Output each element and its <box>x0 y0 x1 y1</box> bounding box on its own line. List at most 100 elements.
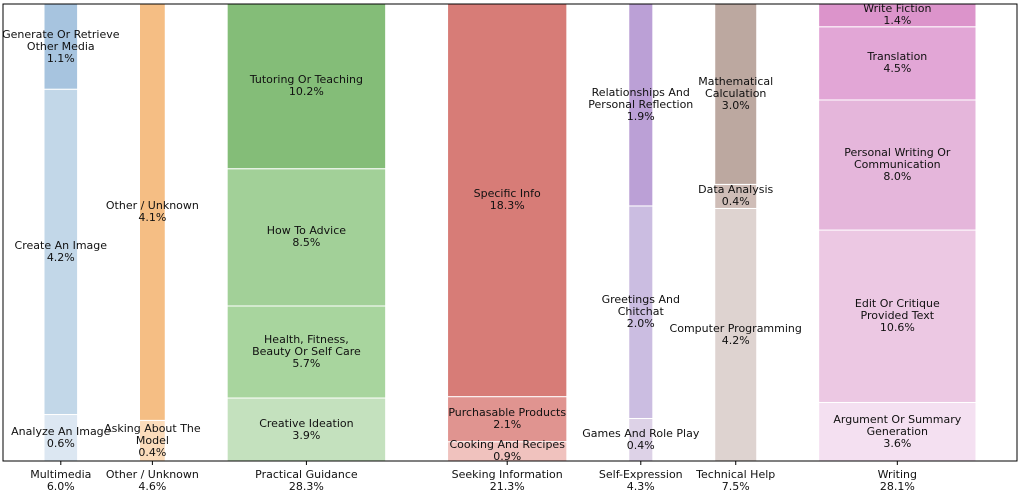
segment-label: Argument Or Summary Generation 3.6% <box>833 412 962 450</box>
segment-label-line: Data Analysis <box>698 183 774 197</box>
segment-label-line: Create An Image <box>14 238 108 252</box>
x-tick-label-line: Technical Help <box>696 468 776 481</box>
x-tick-label: Multimedia 6.0% <box>30 469 91 493</box>
segment-label-line: Other / Unknown <box>105 199 199 213</box>
segment-label-line: Purchasable Products <box>448 406 567 420</box>
x-tick-label: Seeking Information 21.3% <box>452 469 563 493</box>
segment-label-line: Analyze An Image <box>11 424 111 438</box>
x-tick-label-line: 21.3% <box>489 480 525 493</box>
segment-label: Computer Programming 4.2% <box>669 321 802 347</box>
segment-label: Other / Unknown 4.1% <box>106 200 199 224</box>
segment-label-line: Greetings And Chitchat <box>601 293 680 319</box>
segment <box>43 88 79 416</box>
segment <box>628 3 654 207</box>
segment-label: Cooking And Recipes 0.9% <box>449 439 565 463</box>
segment-label: Analyze An Image 0.6% <box>11 424 111 450</box>
segment-label: How To Advice 8.5% <box>267 225 346 249</box>
segment <box>139 3 166 421</box>
x-tick-label: Practical Guidance 28.3% <box>255 469 358 493</box>
plot-frame <box>2 3 1018 462</box>
x-tick-label-line: 7.5% <box>721 480 750 493</box>
segment-label-line: 2.0% <box>626 317 655 331</box>
x-tick-label-line: 4.6% <box>138 480 167 493</box>
x-tick-label-line: Writing <box>877 468 917 481</box>
segment-label: Create An Image 4.2% <box>14 238 108 264</box>
segment <box>628 417 654 462</box>
x-tick-label: Writing 28.1% <box>878 469 917 493</box>
segment-label-line: Asking About The Model <box>104 421 201 447</box>
segment-label: Specific Info 18.3% <box>474 188 541 212</box>
x-tick-label-line: Practical Guidance <box>255 468 358 481</box>
segment <box>226 305 387 399</box>
segment-label-line: 1.9% <box>626 109 655 123</box>
segment-label-line: Health, Fitness, Beauty Or Self Care <box>252 332 361 358</box>
segment-label-line: Mathematical Calculation <box>698 75 774 101</box>
segment <box>447 396 568 443</box>
segment-label: Creative Ideation 3.9% <box>259 416 354 442</box>
segment <box>226 397 387 462</box>
segment-label-line: 4.2% <box>721 333 750 347</box>
segment-label-line: 4.1% <box>138 211 167 225</box>
segment <box>818 229 977 403</box>
segment-label-line: 4.2% <box>46 250 75 264</box>
segment-label-line: 4.5% <box>883 62 912 76</box>
segment-label: Personal Writing Or Communication 8.0% <box>844 147 950 183</box>
segment-label-line: 0.6% <box>46 436 75 450</box>
segment-label-line: Computer Programming <box>669 321 802 335</box>
segment-label-line: Argument Or Summary Generation <box>833 412 962 438</box>
segment-label-line: 0.9% <box>493 450 522 464</box>
segment-label-line: 10.6% <box>879 321 915 335</box>
x-tick-label-line: Self-Expression <box>598 468 683 481</box>
segment-label-line: Personal Writing Or Communication <box>844 146 951 171</box>
x-tick-label-line: Seeking Information <box>451 468 563 481</box>
segment-label-line: Cooking And Recipes <box>449 438 565 452</box>
segment <box>818 401 977 462</box>
segment-label-line: Generate Or Retrieve Other Media <box>2 27 120 53</box>
segment-label-line: 1.4% <box>883 14 912 28</box>
segment-label: Generate Or Retrieve Other Media 1.1% <box>2 27 120 65</box>
segment-label-line: Edit Or Critique Provided Text <box>854 297 940 323</box>
x-tick-label-line: 4.3% <box>626 480 655 493</box>
segment-label-line: 0.4% <box>721 195 750 209</box>
segment-label: Translation 4.5% <box>867 51 927 75</box>
segment-label-line: Creative Ideation <box>259 416 354 430</box>
x-tick-label-line: Other / Unknown <box>105 468 199 481</box>
segment-label: Mathematical Calculation 3.0% <box>698 76 773 112</box>
segment-label: Games And Role Play 0.4% <box>582 427 699 452</box>
segment <box>818 26 977 101</box>
x-tick-label: Self-Expression 4.3% <box>599 469 683 493</box>
segment-label-line: 18.3% <box>489 199 525 213</box>
segment <box>714 3 758 185</box>
x-tick-label: Other / Unknown 4.6% <box>106 469 199 493</box>
segment <box>628 205 654 419</box>
segment-label-line: 3.0% <box>721 99 750 113</box>
segment <box>447 3 568 398</box>
x-tick-label-line: 6.0% <box>46 480 75 493</box>
segment-label-line: 5.7% <box>292 356 321 370</box>
segment-label: Write Fiction 1.4% <box>863 3 931 27</box>
segment-label-line: Relationships And Personal Reflection <box>588 85 694 111</box>
x-tick-label: Technical Help 7.5% <box>696 469 775 493</box>
segment-label: Greetings And Chitchat 2.0% <box>602 294 680 330</box>
segment-label-line: 2.1% <box>493 418 522 432</box>
x-tick-label-line: 28.1% <box>879 480 915 493</box>
segment <box>226 168 387 307</box>
segment-label-line: 0.4% <box>138 445 167 459</box>
segment <box>226 3 387 170</box>
segment-label-line: 1.1% <box>46 51 75 65</box>
segment-label-line: 10.2% <box>288 85 324 99</box>
segment-label-line: 8.5% <box>292 236 321 250</box>
segment-label: Purchasable Products 2.1% <box>448 407 566 431</box>
x-tick-label-line: 28.3% <box>288 480 324 493</box>
segment-label-line: 0.4% <box>626 438 655 452</box>
segment-label-line: 8.0% <box>883 170 912 183</box>
segment-label: Health, Fitness, Beauty Or Self Care 5.7% <box>252 332 361 370</box>
segment-label: Tutoring Or Teaching 10.2% <box>250 74 363 98</box>
segment-label-line: How To Advice <box>266 224 347 238</box>
segment-label-line: 3.6% <box>883 436 912 450</box>
segment <box>818 99 977 231</box>
segment-label-line: Translation <box>867 50 928 64</box>
segment-label-line: Tutoring Or Teaching <box>249 73 363 87</box>
